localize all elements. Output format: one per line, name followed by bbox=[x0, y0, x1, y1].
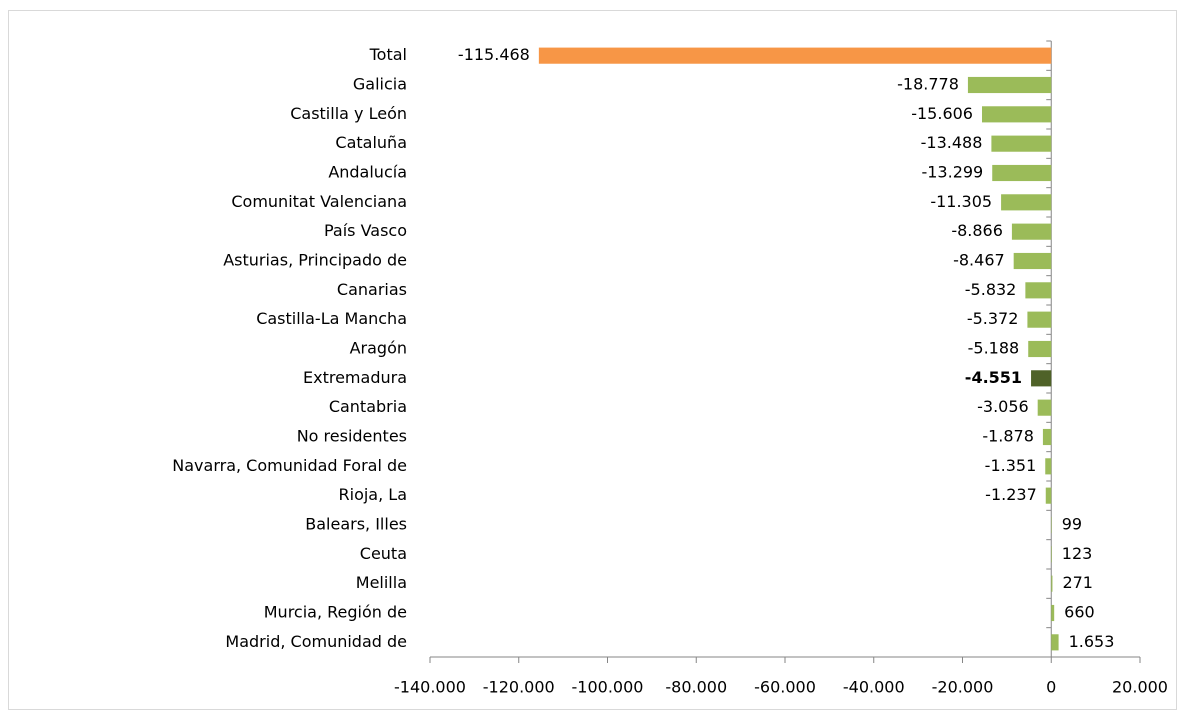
bar bbox=[1001, 194, 1052, 211]
bar bbox=[1031, 370, 1052, 387]
bar bbox=[538, 47, 1052, 64]
x-tick-label: 20.000 bbox=[1112, 678, 1168, 697]
value-label: 271 bbox=[1062, 573, 1093, 592]
bar bbox=[991, 135, 1052, 152]
value-label: 1.653 bbox=[1069, 632, 1115, 651]
category-label: Melilla bbox=[356, 573, 407, 592]
value-label: 660 bbox=[1064, 603, 1095, 622]
x-tick-label: -60.000 bbox=[754, 678, 816, 697]
category-label: Canarias bbox=[337, 280, 407, 299]
value-label: -18.778 bbox=[897, 75, 959, 94]
value-label: -5.832 bbox=[965, 280, 1017, 299]
value-label: -15.606 bbox=[911, 104, 973, 123]
value-label: -8.467 bbox=[953, 251, 1005, 270]
value-label: 99 bbox=[1062, 515, 1082, 534]
value-label: -3.056 bbox=[977, 397, 1029, 416]
bar bbox=[1051, 546, 1052, 563]
value-label: -5.188 bbox=[968, 339, 1020, 358]
bar bbox=[992, 164, 1052, 182]
bar bbox=[1027, 311, 1052, 328]
category-label: Balears, Illes bbox=[305, 515, 407, 534]
x-tick-label: -120.000 bbox=[483, 678, 555, 697]
category-label: Navarra, Comunidad Foral de bbox=[172, 456, 407, 475]
category-label: Cantabria bbox=[329, 397, 407, 416]
bar bbox=[967, 76, 1052, 94]
bar bbox=[1045, 487, 1052, 504]
value-label: -1.237 bbox=[985, 485, 1037, 504]
bar bbox=[1042, 428, 1052, 446]
x-tick-label: -140.000 bbox=[394, 678, 466, 697]
category-label: Ceuta bbox=[360, 544, 407, 563]
category-label: Madrid, Comunidad de bbox=[225, 632, 407, 651]
value-label: -1.351 bbox=[985, 456, 1037, 475]
category-label: Murcia, Región de bbox=[264, 603, 407, 622]
x-tick-label: -20.000 bbox=[932, 678, 994, 697]
chart-frame bbox=[8, 10, 1177, 710]
category-label: Galicia bbox=[353, 75, 407, 94]
bar bbox=[1051, 604, 1055, 622]
bar bbox=[1028, 340, 1052, 358]
bar bbox=[1037, 399, 1052, 416]
bar bbox=[1051, 575, 1053, 592]
x-tick-label: -80.000 bbox=[665, 678, 727, 697]
bar bbox=[1013, 252, 1052, 270]
category-label: Comunitat Valenciana bbox=[231, 192, 407, 211]
value-label: -4.551 bbox=[965, 368, 1022, 387]
value-label: -13.299 bbox=[921, 163, 983, 182]
category-label: Castilla y León bbox=[290, 104, 407, 123]
x-tick-label: -40.000 bbox=[843, 678, 905, 697]
value-label: -11.305 bbox=[930, 192, 992, 211]
category-label: Extremadura bbox=[303, 368, 407, 387]
category-label: País Vasco bbox=[324, 221, 407, 240]
value-label: -8.866 bbox=[951, 221, 1003, 240]
value-label: 123 bbox=[1062, 544, 1093, 563]
category-label: Total bbox=[369, 45, 407, 64]
category-label: Cataluña bbox=[335, 133, 407, 152]
category-label: Aragón bbox=[350, 339, 407, 358]
value-label: -115.468 bbox=[458, 45, 530, 64]
category-label: Castilla-La Mancha bbox=[256, 309, 407, 328]
bar bbox=[1025, 282, 1052, 299]
bar bbox=[1051, 634, 1059, 651]
category-label: Rioja, La bbox=[339, 485, 408, 504]
category-label: Andalucía bbox=[328, 163, 407, 182]
bar bbox=[1011, 223, 1052, 240]
category-label: Asturias, Principado de bbox=[223, 251, 407, 270]
category-label: No residentes bbox=[297, 427, 407, 446]
x-tick-label: -100.000 bbox=[572, 678, 644, 697]
value-label: -5.372 bbox=[967, 309, 1019, 328]
x-tick-label: 0 bbox=[1046, 678, 1056, 697]
value-label: -13.488 bbox=[921, 133, 983, 152]
bar bbox=[1045, 458, 1052, 475]
value-label: -1.878 bbox=[982, 427, 1034, 446]
bar bbox=[981, 106, 1052, 123]
